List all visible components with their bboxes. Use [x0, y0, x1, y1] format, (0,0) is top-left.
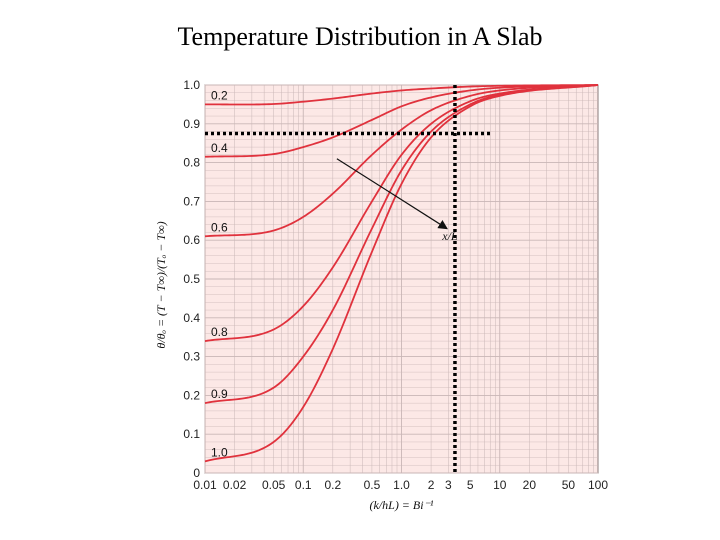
y-tick-label: 0.5 [183, 272, 200, 286]
curve-1 [204, 84, 599, 158]
y-tick-label: 0.9 [183, 117, 200, 131]
y-tick-label: 0.3 [183, 350, 200, 364]
x-tick-label: 50 [562, 478, 576, 492]
x-axis-label: (k/hL) = Bi⁻¹ [369, 498, 433, 512]
y-tick-label: 0.1 [183, 427, 200, 441]
y-tick-label: 0.7 [183, 194, 200, 208]
curves [204, 84, 599, 463]
y-tick-label: 0 [193, 466, 200, 480]
curve-0 [204, 84, 599, 106]
x-tick-label: 0.2 [324, 478, 341, 492]
guide-lines [205, 85, 493, 473]
grid-lines [204, 84, 598, 474]
y-tick-label: 0.4 [183, 311, 200, 325]
curve-label: 0.2 [211, 88, 228, 102]
x-tick-label: 0.1 [295, 478, 312, 492]
x-tick-label: 0.5 [364, 478, 381, 492]
curve-label: 0.4 [211, 141, 228, 155]
x-tick-label: 0.05 [262, 478, 286, 492]
x-tick-label: 0.02 [223, 478, 247, 492]
tick-labels: 0.01 0.02 0.05 0.1 0.2 0.5 1.0 2 3 5 10 20 50 100 0 0.1… [183, 78, 608, 492]
y-tick-label: 0.2 [183, 388, 200, 402]
curve-label: 0.8 [211, 325, 228, 339]
x-tick-label: 20 [523, 478, 537, 492]
x-tick-label: 10 [493, 478, 507, 492]
curve-label: 0.6 [211, 220, 228, 234]
x-tick-label: 2 [428, 478, 435, 492]
y-axis-label: θ/θₒ = (T − T∞)/(Tₒ − T∞) [154, 221, 168, 348]
x-tick-label: 0.01 [193, 478, 217, 492]
curve-2 [204, 84, 599, 238]
x-tick-label: 1.0 [393, 478, 410, 492]
curve-5 [204, 84, 599, 463]
x-over-l-label: x/L [441, 229, 458, 243]
curve-label: 1.0 [211, 445, 228, 459]
x-tick-label: 100 [588, 478, 608, 492]
x-tick-label: 5 [467, 478, 474, 492]
page-title: Temperature Distribution in A Slab [177, 22, 543, 51]
y-tick-label: 0.6 [183, 233, 200, 247]
y-tick-label: 1.0 [183, 78, 200, 92]
y-tick-label: 0.8 [183, 156, 200, 170]
curve-labels: 0.2 0.4 0.6 0.8 0.9 1.0 [211, 88, 228, 459]
x-over-l-arrow [336, 158, 448, 230]
curve-label: 0.9 [211, 387, 228, 401]
x-tick-label: 3 [445, 478, 452, 492]
